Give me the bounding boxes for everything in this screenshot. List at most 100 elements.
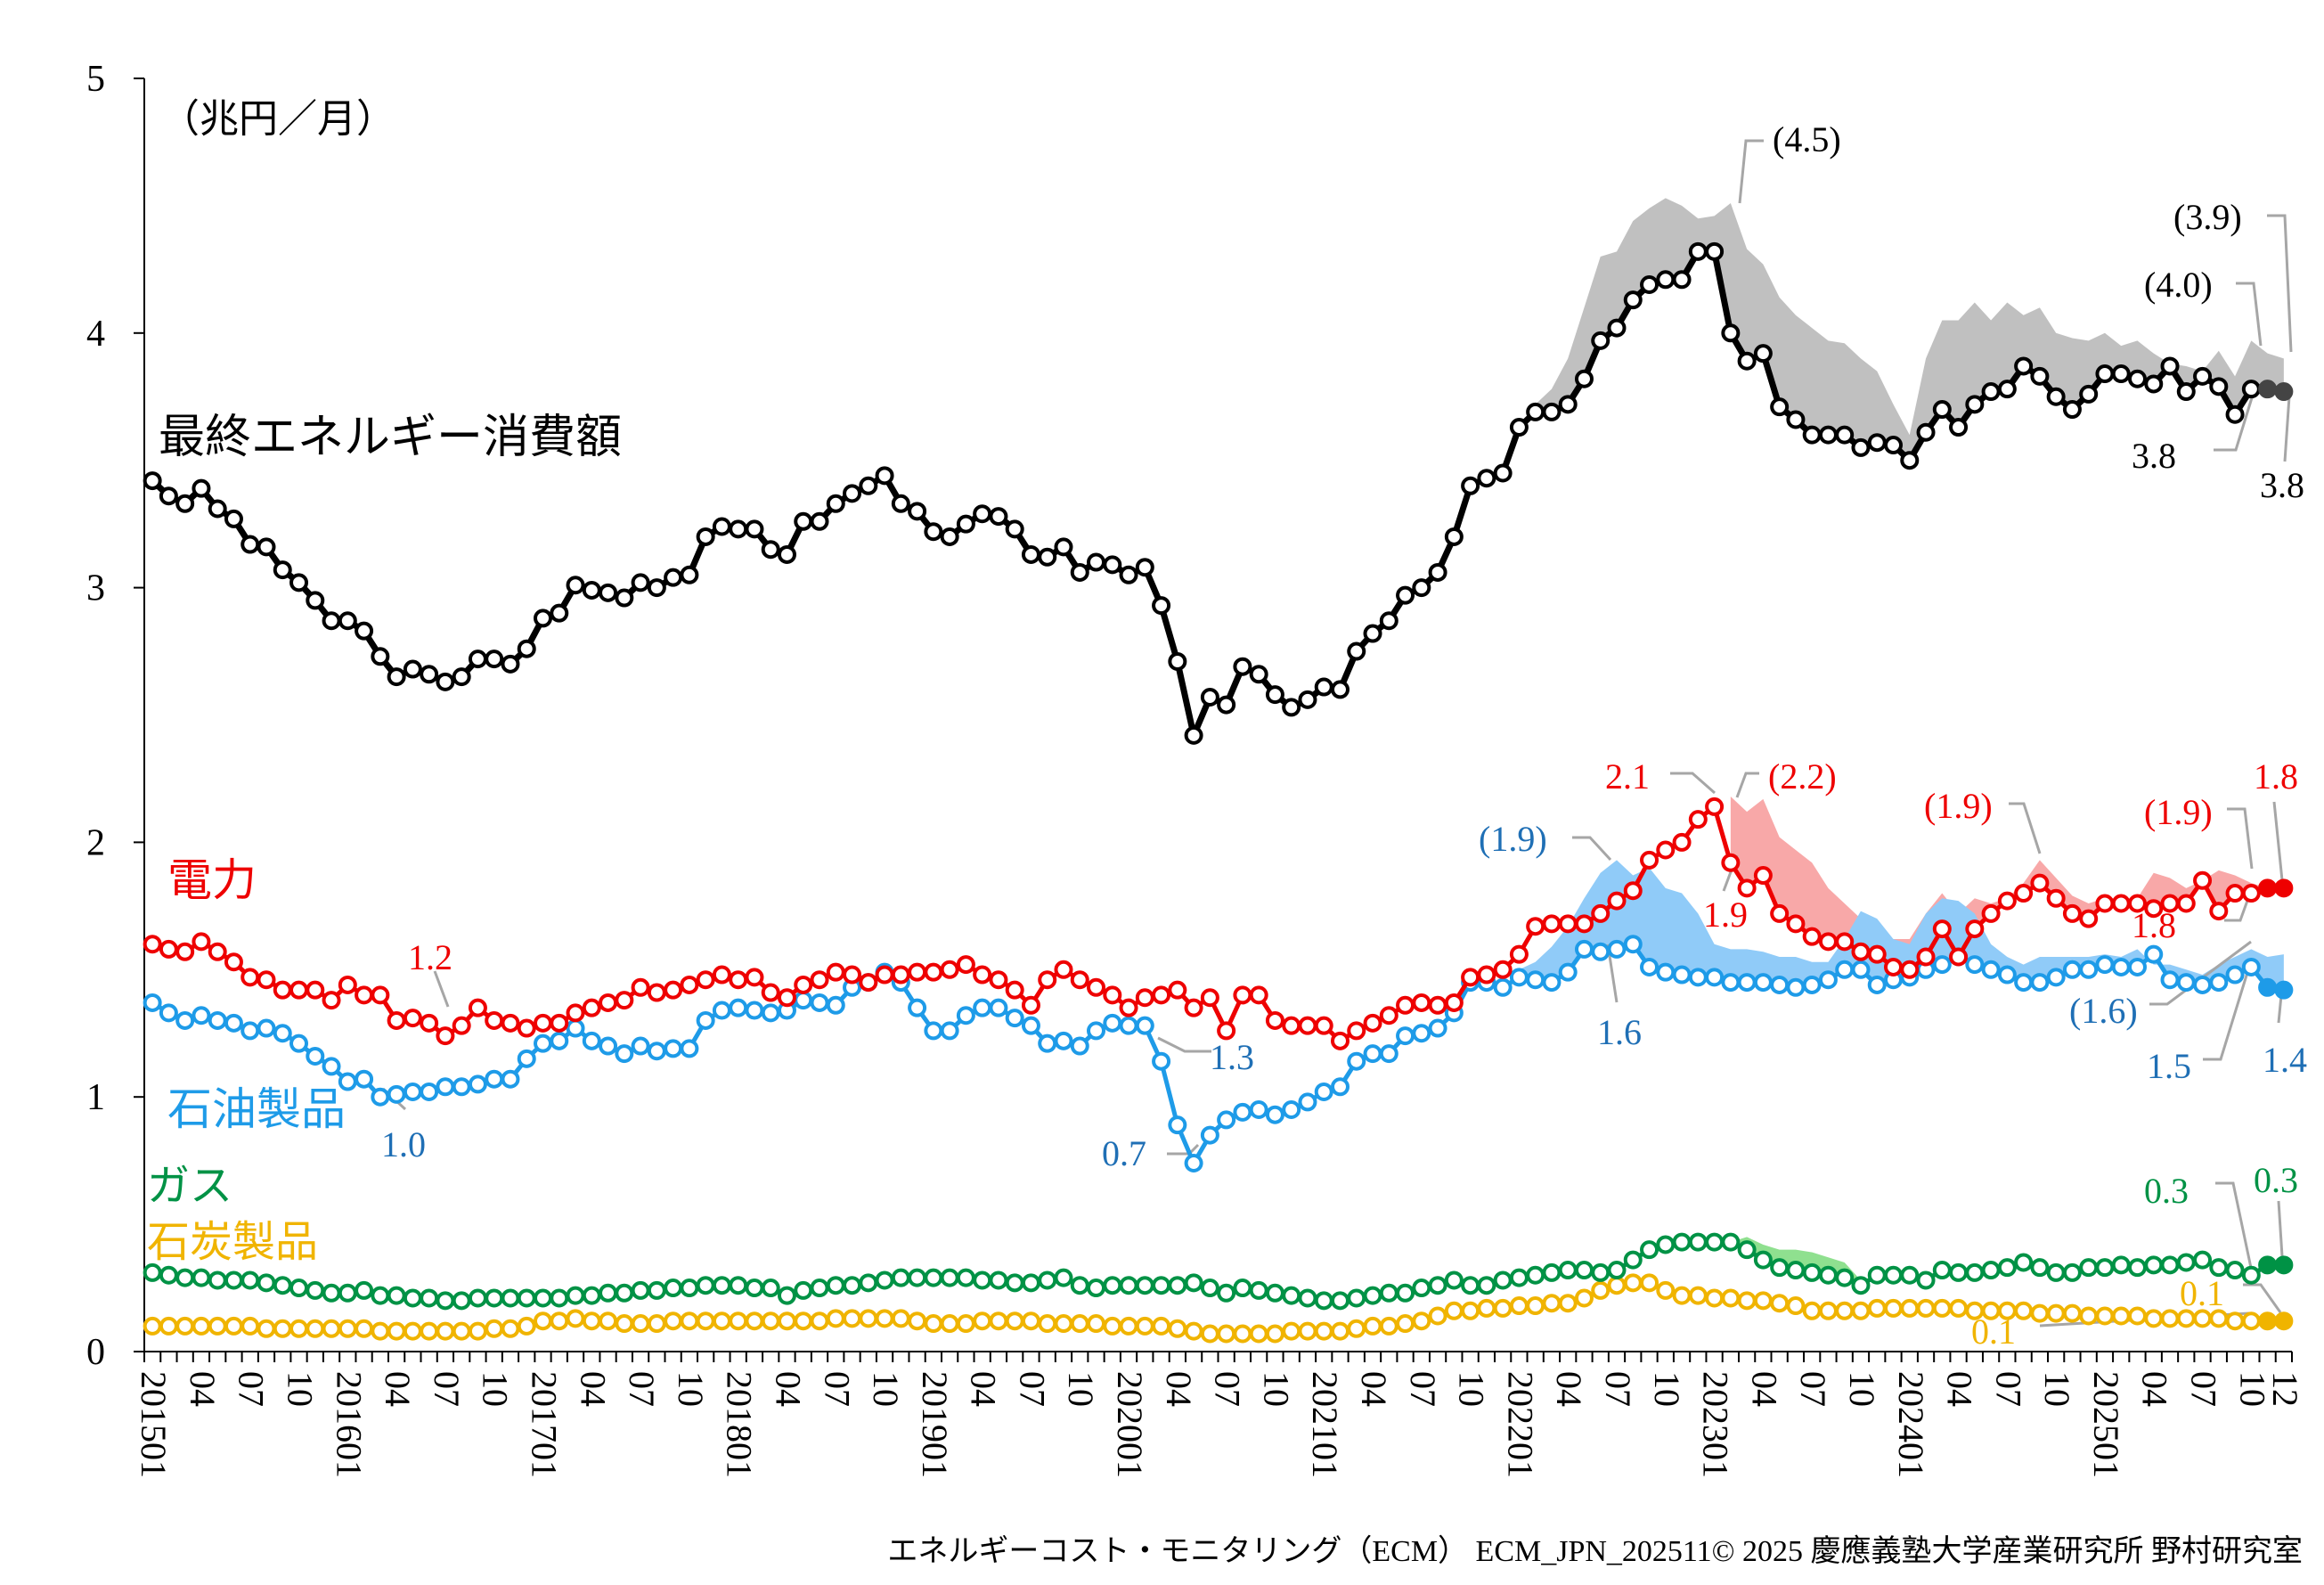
- data-point: [1282, 1099, 1301, 1119]
- data-point: [729, 519, 748, 539]
- data-point: [175, 1268, 195, 1287]
- data-point: [1786, 1296, 1806, 1316]
- data-point: [1265, 1105, 1284, 1124]
- data-point: [2127, 894, 2147, 913]
- data-point: [989, 507, 1008, 527]
- data-point: [1217, 1110, 1236, 1130]
- data-point: [224, 952, 243, 972]
- data-point: [2225, 884, 2245, 903]
- data-point: [631, 1314, 650, 1334]
- data-point: [2127, 957, 2147, 976]
- data-point: [1574, 914, 1594, 934]
- data-point: [1558, 914, 1578, 934]
- data-point: [940, 960, 959, 979]
- data-point: [1949, 947, 1969, 967]
- data-point: [1526, 1265, 1545, 1285]
- data-point: [1672, 965, 1692, 984]
- data-point: [1802, 425, 1822, 445]
- data-point: [1737, 1291, 1757, 1311]
- data-point: [355, 1280, 374, 1300]
- data-point: [631, 573, 650, 592]
- data-point: [289, 1319, 309, 1338]
- data-point: [712, 1001, 731, 1020]
- data-point: [1363, 1044, 1382, 1064]
- x-tick-label: 07: [1012, 1371, 1052, 1407]
- data-point: [1314, 1016, 1333, 1035]
- data-point: [1330, 1321, 1350, 1341]
- data-point: [175, 494, 195, 513]
- data-point: [2241, 1311, 2261, 1331]
- annotation-elec-peak-band: (2.2): [1768, 756, 1837, 797]
- data-point: [1298, 1092, 1317, 1112]
- data-point: [1282, 698, 1301, 717]
- data-point: [1119, 998, 1138, 1017]
- annotation-elec-projected: 1.8: [2254, 756, 2298, 797]
- data-point: [924, 1314, 943, 1334]
- data-point: [1038, 547, 1057, 567]
- x-tick-label: 07: [232, 1371, 272, 1407]
- data-point: [371, 647, 390, 666]
- data-point: [1932, 1261, 1952, 1280]
- data-point: [1054, 537, 1073, 557]
- data-point: [1802, 927, 1822, 946]
- data-point: [1851, 1301, 1871, 1320]
- data-point: [1396, 1026, 1415, 1046]
- data-point: [973, 1311, 992, 1331]
- data-point: [1721, 853, 1741, 872]
- data-point: [1070, 1314, 1089, 1334]
- data-point: [566, 576, 585, 595]
- data-point: [1444, 1270, 1464, 1290]
- data-point: [2193, 1250, 2213, 1270]
- data-point: [273, 560, 292, 580]
- data-point: [1640, 957, 1659, 976]
- data-point: [1347, 1319, 1366, 1338]
- data-point: [680, 565, 699, 584]
- x-tick-label: 10: [476, 1371, 516, 1407]
- data-point: [2111, 894, 2131, 913]
- data-point: [1265, 1283, 1284, 1303]
- data-point: [387, 1084, 406, 1104]
- data-point: [2258, 380, 2278, 399]
- data-point: [1867, 433, 1887, 453]
- data-point: [2095, 364, 2115, 384]
- data-point: [1753, 866, 1773, 886]
- data-point: [1021, 1016, 1040, 1035]
- data-point: [1152, 596, 1171, 616]
- data-point: [1298, 1288, 1317, 1308]
- data-point: [826, 494, 845, 513]
- data-point: [2176, 973, 2196, 993]
- data-point: [420, 1013, 439, 1033]
- data-point: [1461, 968, 1480, 987]
- data-point: [208, 499, 227, 519]
- data-point: [1623, 881, 1643, 901]
- x-tick-label: 202201: [1500, 1371, 1540, 1478]
- data-point: [175, 1316, 195, 1336]
- data-point: [891, 1309, 910, 1328]
- data-point: [1135, 1016, 1154, 1035]
- data-point: [1721, 1288, 1741, 1308]
- data-point: [1265, 685, 1284, 705]
- data-point: [1884, 957, 1904, 976]
- series-0: [143, 241, 2294, 745]
- data-point: [192, 932, 211, 952]
- data-point: [615, 1314, 634, 1334]
- annotation-elec-band-2024: (1.9): [1924, 786, 1993, 826]
- data-point: [1217, 695, 1236, 715]
- data-point: [1900, 960, 1920, 979]
- data-point: [224, 1316, 243, 1336]
- data-point: [1379, 1006, 1398, 1025]
- data-point: [289, 1034, 309, 1053]
- data-point: [1542, 973, 1562, 993]
- data-point: [1867, 944, 1887, 964]
- data-point: [1200, 687, 1219, 707]
- data-point: [1168, 1276, 1187, 1295]
- data-point: [2014, 356, 2034, 376]
- data-point: [1444, 993, 1464, 1012]
- data-point: [2095, 955, 2115, 975]
- x-tick-label: 202301: [1696, 1371, 1736, 1478]
- data-point: [615, 588, 634, 608]
- data-point: [436, 1291, 455, 1311]
- data-point: [680, 1311, 699, 1331]
- data-point: [1770, 975, 1790, 994]
- data-point: [582, 998, 601, 1017]
